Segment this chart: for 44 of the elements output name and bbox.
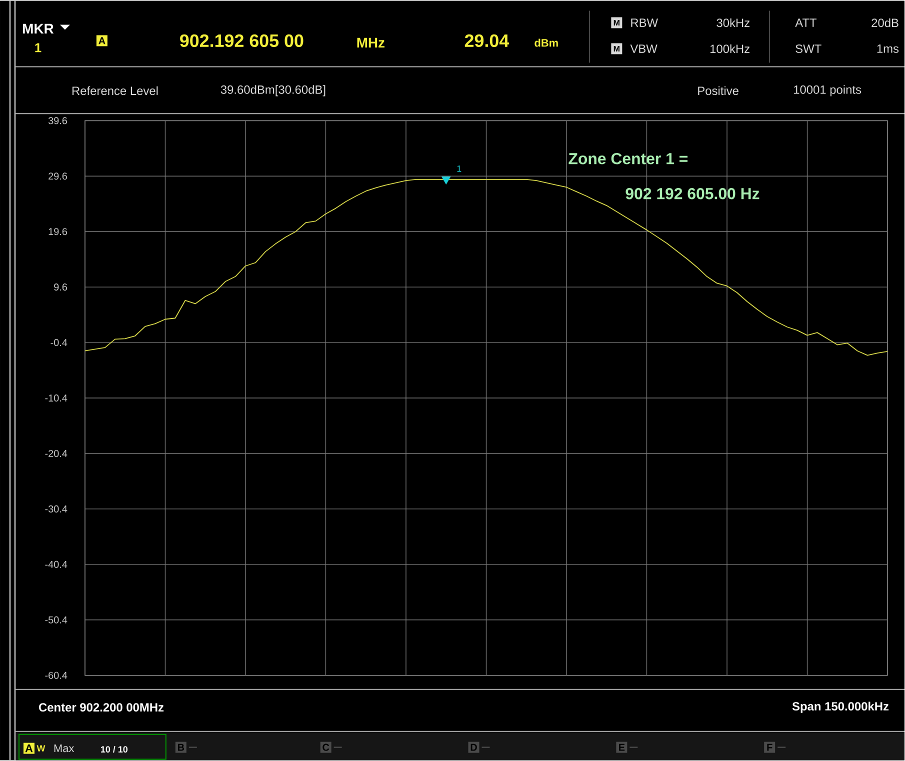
text: Max xyxy=(54,744,74,752)
annotation: 1 xyxy=(457,166,462,172)
y-tick-label: -10.4 xyxy=(45,394,68,402)
annotation: 902 192 605.00 Hz xyxy=(626,188,760,200)
annotation: Zone Center 1 = xyxy=(568,152,688,164)
text: Positive xyxy=(698,86,738,96)
text: F xyxy=(767,744,772,751)
y-tick-label: 29.6 xyxy=(48,172,68,180)
text: Span 150.000kHz xyxy=(792,702,889,713)
text: 902.192 605 00 xyxy=(180,34,304,48)
text: 10001 points xyxy=(794,85,862,96)
text: 29.04 xyxy=(464,34,510,48)
y-tick-label: -60.4 xyxy=(45,672,68,679)
text: VBW xyxy=(630,44,658,53)
text: C xyxy=(322,744,330,751)
text: MKR xyxy=(23,24,54,34)
text: 1ms xyxy=(877,44,899,53)
y-tick-label: -40.4 xyxy=(45,560,68,568)
y-tick-label: 39.6 xyxy=(48,117,68,124)
text: 39.60dBm[30.60dB] xyxy=(220,85,326,96)
y-tick-label: -50.4 xyxy=(45,616,68,624)
y-tick-label: -30.4 xyxy=(45,505,68,512)
text: B xyxy=(178,744,184,751)
text: 100kHz xyxy=(710,44,750,54)
text: 10 / 10 xyxy=(101,746,128,753)
y-tick-label: -20.4 xyxy=(45,450,68,457)
text: SWT xyxy=(796,44,822,53)
text: 1 xyxy=(35,43,42,52)
text: 30kHz xyxy=(716,18,750,28)
text: Center 902.200 00MHz xyxy=(38,703,164,712)
text: Reference Level xyxy=(72,86,158,96)
y-tick-label: 19.6 xyxy=(48,228,68,236)
text: 20dB xyxy=(872,18,898,28)
text: ATT xyxy=(795,18,817,27)
text: A xyxy=(98,37,106,44)
text: dBm xyxy=(534,38,558,47)
text: RBW xyxy=(631,18,658,27)
text: W xyxy=(36,745,46,752)
y-tick-label: 9.6 xyxy=(54,284,68,291)
text: E xyxy=(619,744,625,751)
y-tick-label: -0.4 xyxy=(50,338,68,346)
text: D xyxy=(470,744,477,751)
text: MHz xyxy=(357,38,384,48)
text: A xyxy=(25,744,33,752)
